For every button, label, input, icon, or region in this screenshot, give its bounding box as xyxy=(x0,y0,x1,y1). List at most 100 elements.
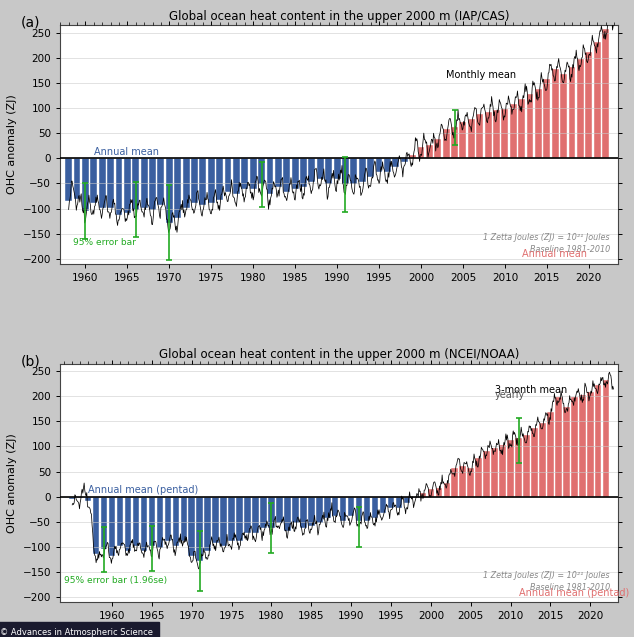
Bar xyxy=(518,99,525,159)
Bar xyxy=(212,497,219,543)
Text: Annual mean: Annual mean xyxy=(522,250,586,259)
Bar xyxy=(157,159,164,204)
Bar xyxy=(443,129,450,159)
Bar xyxy=(224,159,231,192)
Bar xyxy=(166,159,172,222)
Bar xyxy=(468,119,475,159)
Bar xyxy=(602,29,609,159)
Bar xyxy=(333,159,340,180)
Bar xyxy=(133,159,139,210)
Text: 1 Zetta Joules (ZJ) = 10²¹ Joules
Baseline 1981-2010: 1 Zetta Joules (ZJ) = 10²¹ Joules Baseli… xyxy=(483,571,610,592)
Bar xyxy=(507,440,514,497)
Bar xyxy=(392,159,399,168)
Bar xyxy=(577,59,584,159)
Bar xyxy=(418,147,424,159)
Bar xyxy=(107,159,114,208)
Text: © Advances in Atmospheric Science: © Advances in Atmospheric Science xyxy=(0,628,153,637)
Bar xyxy=(157,497,163,548)
Bar xyxy=(434,140,441,159)
Bar xyxy=(242,159,249,189)
Bar xyxy=(535,89,542,159)
Bar xyxy=(91,159,97,203)
Bar xyxy=(316,497,323,523)
Bar xyxy=(375,159,382,173)
Text: 95% error bar: 95% error bar xyxy=(73,238,136,247)
Bar xyxy=(603,380,609,497)
Bar xyxy=(308,497,314,526)
Bar xyxy=(367,159,374,178)
Bar xyxy=(476,457,482,497)
Text: 95% error bar (1.96se): 95% error bar (1.96se) xyxy=(64,576,167,585)
Bar xyxy=(101,497,107,549)
Bar xyxy=(359,159,366,182)
Bar xyxy=(500,445,506,497)
Bar xyxy=(411,497,418,498)
Bar xyxy=(555,397,562,497)
Text: (b): (b) xyxy=(21,354,41,368)
Bar xyxy=(183,159,190,208)
Bar xyxy=(515,438,522,497)
Bar xyxy=(292,497,299,523)
Bar xyxy=(258,159,265,185)
Bar xyxy=(172,497,179,546)
Bar xyxy=(460,122,467,159)
Bar xyxy=(275,159,281,187)
Text: Annual mean (pentad): Annual mean (pentad) xyxy=(519,588,629,598)
Bar xyxy=(82,159,89,211)
Bar xyxy=(460,466,466,497)
Bar xyxy=(342,159,349,185)
Bar xyxy=(284,497,290,531)
Y-axis label: OHC anomaly (ZJ): OHC anomaly (ZJ) xyxy=(7,433,17,533)
Bar xyxy=(292,159,299,189)
Bar xyxy=(380,497,386,513)
Bar xyxy=(569,67,576,159)
Bar xyxy=(252,497,259,533)
Y-axis label: OHC anomaly (ZJ): OHC anomaly (ZJ) xyxy=(7,95,17,194)
Bar xyxy=(484,112,491,159)
Bar xyxy=(124,159,131,213)
Bar xyxy=(595,385,602,497)
Bar xyxy=(404,497,410,503)
Bar xyxy=(228,497,235,541)
Bar xyxy=(501,109,508,159)
Bar xyxy=(85,497,91,501)
Bar xyxy=(69,497,75,499)
Bar xyxy=(324,497,330,519)
Bar xyxy=(93,497,100,554)
Bar xyxy=(483,450,490,497)
Bar xyxy=(332,497,339,516)
Text: 1 Zetta Joules (ZJ) = 10²¹ Joules
Baseline 1981-2010: 1 Zetta Joules (ZJ) = 10²¹ Joules Baseli… xyxy=(483,233,610,254)
Bar xyxy=(300,497,307,528)
Bar xyxy=(547,412,553,497)
Bar xyxy=(141,497,147,551)
Bar xyxy=(165,497,171,541)
Bar xyxy=(585,52,592,159)
Bar xyxy=(451,468,458,497)
Bar xyxy=(543,79,550,159)
Bar xyxy=(384,159,391,173)
Bar xyxy=(191,159,198,203)
Text: Monthly mean: Monthly mean xyxy=(446,70,516,80)
Bar xyxy=(149,159,156,210)
Bar xyxy=(117,497,123,546)
Bar xyxy=(125,497,131,551)
Bar xyxy=(200,159,206,205)
Bar xyxy=(364,497,370,520)
Bar xyxy=(204,497,211,551)
Bar xyxy=(276,497,283,523)
Title: Global ocean heat content in the upper 2000 m (IAP/CAS): Global ocean heat content in the upper 2… xyxy=(169,10,510,23)
Bar xyxy=(523,436,530,497)
Bar xyxy=(579,396,586,497)
Bar xyxy=(560,74,567,159)
Bar xyxy=(260,497,267,528)
Bar xyxy=(208,159,215,203)
Bar xyxy=(348,497,354,516)
Bar xyxy=(372,497,378,519)
Bar xyxy=(197,497,203,561)
Bar xyxy=(427,489,434,497)
Bar xyxy=(420,492,426,497)
Text: (a): (a) xyxy=(21,16,41,30)
Bar xyxy=(587,392,593,497)
Bar xyxy=(283,159,290,192)
Bar xyxy=(221,497,227,546)
